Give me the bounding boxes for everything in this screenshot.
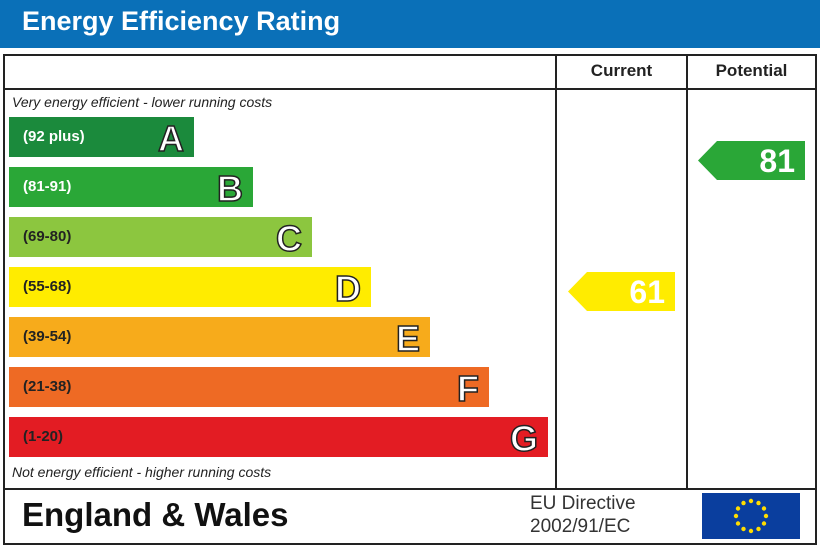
- rating-frame: [3, 54, 817, 545]
- band-range: (39-54): [23, 328, 72, 345]
- divider: [686, 54, 688, 490]
- flag-star: [741, 526, 746, 532]
- band-range: (21-38): [23, 378, 72, 395]
- band-letter: B: [216, 167, 244, 210]
- band-letter: A: [157, 117, 185, 160]
- flag-star: [733, 513, 739, 519]
- flag-star: [763, 513, 769, 519]
- flag-star: [761, 506, 767, 511]
- band-letter: G: [509, 417, 539, 460]
- band-range: (92 plus): [23, 128, 85, 145]
- flag-star: [741, 500, 746, 506]
- flag-star: [748, 528, 754, 534]
- top-note: Very energy efficient - lower running co…: [12, 94, 273, 110]
- band-bar-c: (69-80) C: [9, 217, 312, 260]
- eu-directive: EU Directive 2002/91/EC: [530, 492, 636, 538]
- potential-rating-value: 81: [759, 143, 795, 179]
- band-bar-d: (55-68) D: [9, 267, 371, 310]
- flag-star: [735, 521, 741, 526]
- flag-star: [756, 526, 761, 532]
- band-bar-e: (39-54) E: [9, 317, 430, 360]
- band-range: (69-80): [23, 228, 72, 245]
- current-column-header: Current: [590, 61, 653, 80]
- current-rating-value: 61: [629, 274, 665, 310]
- band-range: (81-91): [23, 178, 72, 195]
- band-letter: F: [456, 367, 480, 410]
- header-bar: [0, 0, 820, 48]
- country-label: England & Wales: [22, 496, 289, 533]
- divider: [555, 54, 557, 490]
- potential-column-header: Potential: [715, 61, 788, 80]
- band-bar-f: (21-38) F: [9, 367, 489, 410]
- chart-title: Energy Efficiency Rating: [22, 6, 341, 36]
- band-letter: C: [275, 217, 303, 260]
- band-bar-g: (1-20) G: [9, 417, 548, 460]
- current-rating-arrow: 61: [568, 272, 675, 311]
- flag-star: [761, 521, 767, 526]
- band-range: (55-68): [23, 278, 72, 295]
- flag-star: [756, 500, 761, 506]
- potential-rating-arrow: 81: [698, 141, 805, 180]
- divider: [3, 88, 815, 90]
- band-letter: E: [395, 317, 421, 360]
- flag-star: [735, 506, 741, 511]
- flag-star: [748, 498, 754, 504]
- directive-line1: EU Directive: [530, 493, 636, 514]
- divider: [3, 488, 815, 490]
- band-letter: D: [334, 267, 362, 310]
- band-bar-b: (81-91) B: [9, 167, 253, 210]
- directive-line2: 2002/91/EC: [530, 516, 631, 537]
- bottom-note: Not energy efficient - higher running co…: [12, 464, 272, 480]
- band-bar-a: (92 plus) A: [9, 117, 194, 160]
- band-range: (1-20): [23, 428, 64, 445]
- eu-flag-icon: [702, 493, 800, 539]
